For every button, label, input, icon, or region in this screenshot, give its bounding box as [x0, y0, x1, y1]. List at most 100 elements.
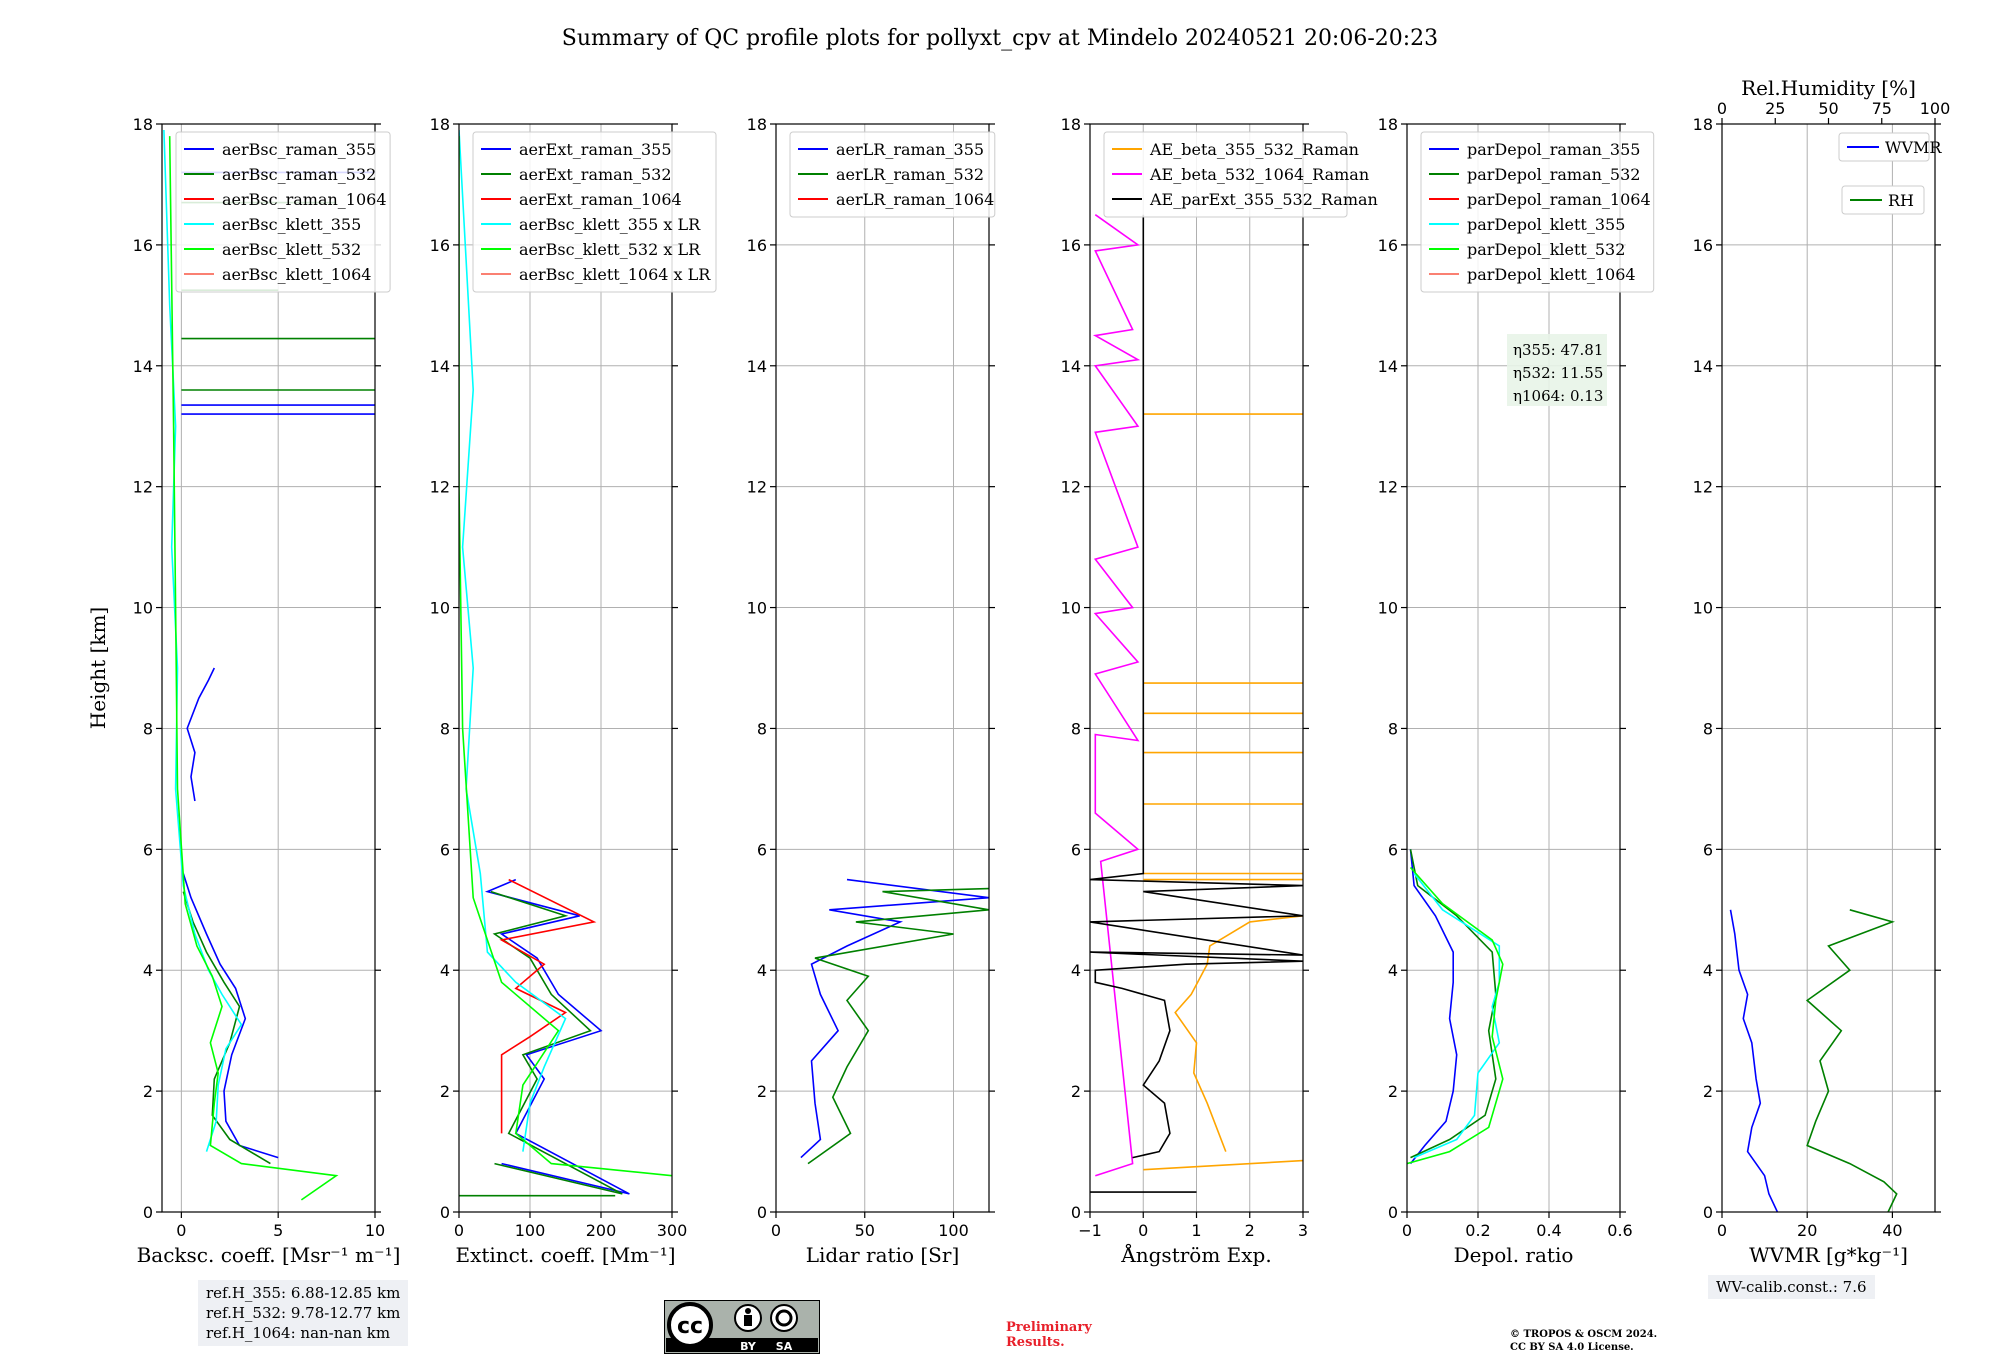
series-aerbsc-klett-532: [168, 136, 339, 1201]
top-tick-label: 75: [1872, 99, 1892, 118]
legend-entry: aerBsc_raman_532: [222, 165, 376, 184]
y-tick-label: 12: [747, 478, 767, 497]
y-tick-label: 6: [1388, 840, 1398, 859]
legend-entry: aerBsc_raman_355: [222, 140, 376, 159]
x-axis-label-ext: Extinct. coeff. [Mm⁻¹]: [455, 1243, 675, 1267]
series-group-ae: [1090, 214, 1303, 1193]
legend-entry: aerLR_raman_532: [836, 165, 984, 184]
top-axis-label: Rel.Humidity [%]: [1741, 76, 1916, 100]
y-tick-label: 4: [440, 961, 450, 980]
series-aerext-raman-1064: [499, 878, 597, 1134]
y-tick-label: 16: [1378, 236, 1398, 255]
x-tick-label: 0: [1138, 1221, 1148, 1240]
legend-entry: aerBsc_raman_1064: [222, 190, 387, 209]
x-tick-label: 0: [1717, 1221, 1727, 1240]
y-tick-label: 14: [1061, 357, 1081, 376]
x-tick-label: 100: [938, 1221, 969, 1240]
share-alike-icon: [770, 1304, 798, 1332]
series-group-wv: [1729, 909, 1898, 1212]
axes-frame-dep: [1406, 123, 1621, 1213]
eta-value: η532: 11.55: [1513, 364, 1603, 382]
y-tick-label: 6: [757, 840, 767, 859]
x-tick-label: 0.4: [1536, 1221, 1561, 1240]
x-axis-label-dep: Depol. ratio: [1454, 1243, 1574, 1267]
y-tick-label: 16: [747, 236, 767, 255]
panel-wv: 0 20 40 0 2 4 6 8 10 12 14 16 18 WVMR [g*kg⁻¹] 0 25 50 75…: [1693, 76, 1951, 1267]
x-axis-label-lr: Lidar ratio [Sr]: [806, 1243, 960, 1267]
top-tick-label: 25: [1765, 99, 1785, 118]
y-tick-label: 10: [747, 599, 767, 618]
y-tick-label: 10: [1378, 599, 1398, 618]
legend-entry: aerExt_raman_1064: [519, 190, 682, 209]
panel-dep: 0 0.2 0.4 0.6 0 2 4 6 8 10 12 14 16 18 Depol. ratio par…: [1378, 115, 1655, 1267]
legend-entry: aerExt_raman_355: [519, 140, 672, 159]
y-tick-label: 0: [1071, 1203, 1081, 1222]
legend-entry: AE_beta_532_1064_Raman: [1149, 165, 1369, 184]
series-ae-beta-532-1064-raman: [1092, 214, 1141, 1177]
y-tick-label: 12: [1378, 478, 1398, 497]
y-tick-label: 2: [1071, 1082, 1081, 1101]
legend-entry: aerBsc_klett_355: [222, 215, 361, 234]
series-aerlr-raman-355: [800, 878, 989, 1159]
legend-entry: aerLR_raman_355: [836, 140, 984, 159]
x-tick-label: 5: [273, 1221, 283, 1240]
y-tick-label: 10: [430, 599, 450, 618]
y-tick-label: 0: [1703, 1203, 1713, 1222]
y-tick-label: 16: [1693, 236, 1713, 255]
x-tick-label: 0.2: [1465, 1221, 1490, 1240]
series-pardepol-klett-532: [1407, 866, 1504, 1165]
y-tick-label: 16: [1061, 236, 1081, 255]
legend-box-dep: [1420, 131, 1655, 293]
y-tick-label: 14: [133, 357, 153, 376]
x-axis-label-wv: WVMR [g*kg⁻¹]: [1749, 1243, 1908, 1267]
axes-frame-bsc: [161, 123, 376, 1213]
legend-box-wv: [1841, 185, 1925, 215]
y-tick-label: 4: [1071, 961, 1081, 980]
x-tick-label: 300: [657, 1221, 688, 1240]
legend-entry: aerLR_raman_1064: [836, 190, 994, 209]
series-ae-beta-355-532-raman: [1143, 1159, 1303, 1171]
y-tick-label: 10: [133, 599, 153, 618]
y-tick-label: 8: [757, 719, 767, 738]
legend-entry: parDepol_klett_1064: [1467, 265, 1636, 284]
top-tick-label: 100: [1920, 99, 1951, 118]
ref-height-355: ref.H_355: 6.88-12.85 km: [206, 1284, 401, 1302]
x-tick-label: 0: [1402, 1221, 1412, 1240]
y-tick-label: 6: [440, 840, 450, 859]
y-tick-label: 14: [747, 357, 767, 376]
x-axis-label-ae: Ångström Exp.: [1120, 1242, 1271, 1267]
legend-entry: AE_beta_355_532_Raman: [1149, 140, 1359, 159]
axes-frame-ext: [458, 123, 673, 1213]
x-tick-label: 0.6: [1607, 1221, 1632, 1240]
x-axis-label-bsc: Backsc. coeff. [Msr⁻¹ m⁻¹]: [137, 1243, 401, 1267]
y-tick-label: 8: [440, 719, 450, 738]
legend-box-lr: [789, 131, 996, 218]
panel-ext: 0 100 200 300 0 2 4 6 8 10 12 14 16 18 Extinct. coeff.…: [430, 115, 717, 1267]
top-tick-label: 50: [1818, 99, 1838, 118]
x-tick-label: 50: [855, 1221, 875, 1240]
preliminary-line-1: Preliminary: [1006, 1320, 1092, 1335]
x-tick-label: 0: [771, 1221, 781, 1240]
y-tick-label: 14: [430, 357, 450, 376]
svg-text:cc: cc: [677, 1314, 703, 1339]
legend-entry: parDepol_klett_355: [1467, 215, 1625, 234]
series-ae-parext-355-532-raman-main: [1090, 214, 1303, 1159]
x-tick-label: 1: [1191, 1221, 1201, 1240]
y-tick-label: 18: [1693, 115, 1713, 134]
y-tick-label: 10: [1693, 599, 1713, 618]
y-tick-label: 4: [1703, 961, 1713, 980]
y-tick-label: 2: [757, 1082, 767, 1101]
legend-entry: aerBsc_klett_532: [222, 240, 361, 259]
top-tick-label: 0: [1717, 99, 1727, 118]
x-tick-label: 200: [586, 1221, 617, 1240]
series-group-lr: [800, 878, 989, 1165]
y-tick-label: 4: [1388, 961, 1398, 980]
eta-value: η355: 47.81: [1513, 341, 1603, 359]
series-pardepol-raman-532: [1409, 849, 1497, 1159]
legend-box-ae: [1103, 131, 1348, 218]
legend-entry: AE_parExt_355_532_Raman: [1149, 190, 1378, 209]
legend-box-bsc: [175, 131, 391, 293]
legend-entry: parDepol_klett_532: [1467, 240, 1625, 259]
